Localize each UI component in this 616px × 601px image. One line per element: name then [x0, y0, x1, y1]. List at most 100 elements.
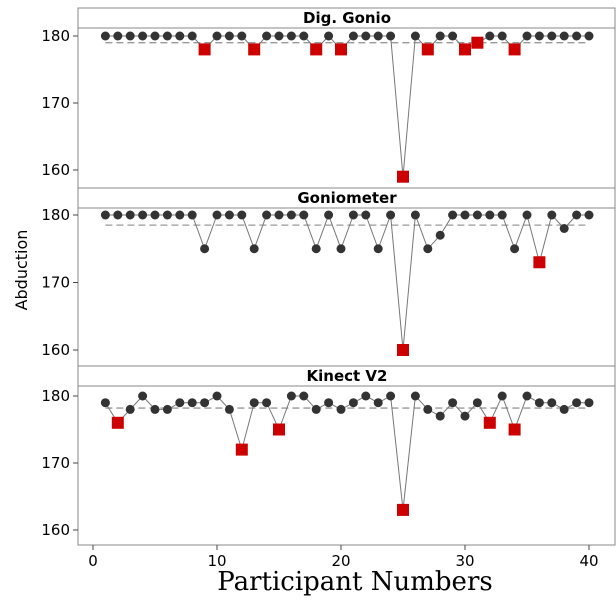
data-point	[361, 31, 371, 41]
data-point	[522, 391, 532, 401]
data-point	[547, 31, 557, 41]
data-point	[113, 31, 123, 41]
data-point	[150, 31, 160, 41]
data-point	[100, 398, 110, 408]
data-point	[187, 398, 197, 408]
data-point	[336, 404, 346, 414]
data-point-outlier	[533, 256, 546, 269]
data-point	[212, 210, 222, 220]
x-tick-label: 20	[331, 552, 350, 570]
series-line	[105, 34, 589, 177]
data-point	[485, 31, 495, 41]
data-point	[584, 398, 594, 408]
data-point	[324, 398, 334, 408]
data-point-outlier	[421, 43, 434, 56]
data-point	[200, 244, 210, 254]
data-point	[373, 31, 383, 41]
data-point	[175, 398, 185, 408]
data-point	[187, 31, 197, 41]
data-point	[286, 391, 296, 401]
series-line	[105, 213, 589, 351]
data-point-outlier	[471, 36, 484, 49]
x-axis: 0 10 20 30 40	[88, 545, 599, 570]
data-point	[510, 244, 520, 254]
panels-layer: Dig. Gonio160170180Goniometer160170180Ki…	[41, 7, 616, 546]
y-tick-label: 170	[41, 274, 70, 292]
data-point-outlier	[335, 43, 347, 56]
data-point	[361, 391, 371, 401]
data-point	[274, 31, 284, 41]
data-point	[237, 31, 247, 41]
data-point	[584, 31, 594, 41]
data-point	[547, 398, 557, 408]
data-point	[497, 210, 507, 220]
x-axis-label: Participant Numbers	[217, 567, 492, 597]
data-point	[348, 31, 358, 41]
panel-2: Kinect V2 160 170 180	[41, 365, 616, 546]
data-point	[175, 31, 185, 41]
data-point	[559, 31, 569, 41]
data-point	[237, 210, 247, 220]
data-point	[162, 31, 172, 41]
data-point	[212, 31, 222, 41]
data-point	[472, 398, 482, 408]
data-point	[410, 210, 420, 220]
series-line	[104, 394, 589, 510]
y-tick-label: 160	[41, 341, 70, 359]
data-point	[299, 31, 309, 41]
data-point	[534, 398, 544, 408]
data-point	[249, 398, 259, 408]
data-point-outlier	[273, 423, 285, 436]
data-point	[373, 398, 383, 408]
data-point	[423, 404, 433, 414]
data-point-outlier	[483, 416, 496, 429]
data-point	[435, 230, 445, 240]
data-point	[299, 391, 309, 401]
y-tick-label: 180	[41, 206, 70, 224]
data-point-outlier	[397, 503, 409, 516]
data-point	[348, 210, 358, 220]
data-point-outlier	[111, 416, 124, 429]
panel-frame	[77, 385, 616, 546]
panel-title: Goniometer	[297, 189, 397, 207]
data-point	[262, 398, 272, 408]
data-point	[212, 391, 222, 401]
data-point	[224, 404, 234, 414]
data-point	[572, 398, 582, 408]
data-point	[324, 31, 334, 41]
data-point	[311, 404, 321, 414]
data-point	[100, 31, 110, 41]
data-point	[472, 210, 482, 220]
data-point	[125, 404, 135, 414]
data-point	[125, 31, 135, 41]
data-point	[559, 404, 569, 414]
data-point-outlier	[198, 43, 211, 56]
data-point-outlier	[508, 423, 521, 436]
data-point	[410, 391, 420, 401]
data-point	[150, 210, 160, 220]
panel-0: Dig. Gonio 160 170 180	[41, 7, 616, 189]
panel-1: Goniometer 160 170 180	[41, 187, 616, 367]
data-point	[373, 244, 383, 254]
data-point	[361, 210, 371, 220]
data-point	[150, 404, 160, 414]
panel-frame	[77, 207, 616, 367]
data-point	[522, 31, 532, 41]
x-tick-label: 0	[88, 552, 98, 570]
y-tick-label: 170	[41, 454, 70, 472]
data-point-outlier	[248, 43, 261, 56]
data-point	[522, 210, 532, 220]
data-point	[113, 210, 123, 220]
data-point	[175, 210, 185, 220]
data-point	[485, 210, 495, 220]
y-tick-label: 180	[41, 27, 70, 45]
data-point	[410, 31, 420, 41]
data-point	[249, 244, 259, 254]
data-point	[187, 210, 197, 220]
data-point	[534, 31, 544, 41]
data-point	[348, 398, 358, 408]
y-tick-label: 160	[41, 521, 70, 539]
y-tick-label: 170	[41, 94, 70, 112]
data-point	[200, 398, 210, 408]
data-point	[460, 411, 470, 421]
